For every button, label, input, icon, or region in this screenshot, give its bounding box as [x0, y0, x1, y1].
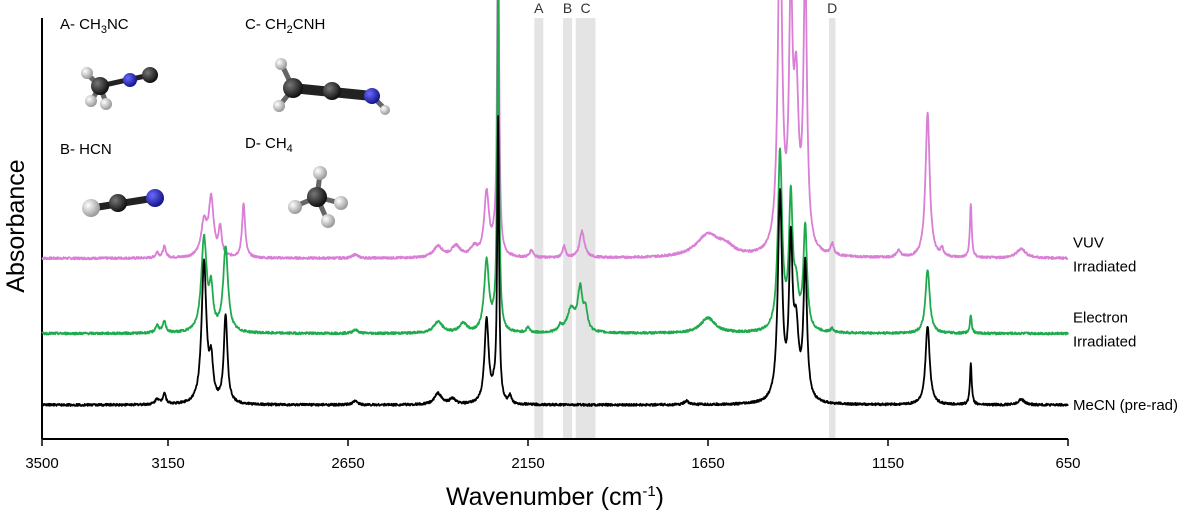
hcn-molecule-icon [82, 189, 164, 217]
shaded-band-label: C [581, 0, 591, 16]
y-axis-title: Absorbance [2, 159, 30, 292]
series-labels: VUV Irradiated Electron Irradiated MeCN (pre… [1073, 234, 1178, 414]
shaded-band-label: D [827, 0, 837, 16]
series-label: VUV Irradiated [1073, 234, 1136, 275]
series-lines [41, 0, 1069, 407]
shaded-band-a [534, 18, 544, 439]
molecule-label-b: B- HCN [60, 141, 112, 158]
x-tick-label: 2650 [331, 455, 364, 472]
shaded-band-label: A [534, 0, 544, 16]
x-tick-label: 3500 [25, 455, 58, 472]
shaded-band-b [563, 18, 573, 439]
series-line-0 [41, 0, 1069, 261]
x-tick-label: 1650 [691, 455, 724, 472]
shaded-band-c [575, 18, 596, 439]
ch3nc-molecule-icon [81, 67, 158, 110]
molecule-label-c: C- CH2CNH [245, 16, 325, 36]
x-tick-label: 2150 [511, 455, 544, 472]
series-line-1 [41, 0, 1069, 336]
x-axis-title: Wavenumber (cm-1) [446, 483, 664, 511]
x-ticks: 3500 3150 2650 2150 1650 1150 650 [25, 439, 1081, 472]
shaded-band-label: B [563, 0, 572, 16]
ch4-molecule-icon [288, 166, 348, 228]
ch2cnh-molecule-icon [273, 58, 390, 115]
molecule-label-d: D- CH4 [245, 135, 293, 155]
series-line-2 [41, 115, 1069, 407]
molecule-label-a: A- CH3NC [60, 16, 129, 36]
series-label: MeCN (pre-rad) [1073, 397, 1178, 414]
x-tick-label: 1150 [872, 455, 904, 472]
molecule-labels: A- CH3NC C- CH2CNH B- HCN D- CH4 [60, 16, 325, 158]
shaded-band-d [828, 18, 836, 439]
series-label: Electron Irradiated [1073, 310, 1136, 351]
x-tick-label: 650 [1055, 455, 1080, 472]
x-tick-label: 3150 [151, 455, 184, 472]
